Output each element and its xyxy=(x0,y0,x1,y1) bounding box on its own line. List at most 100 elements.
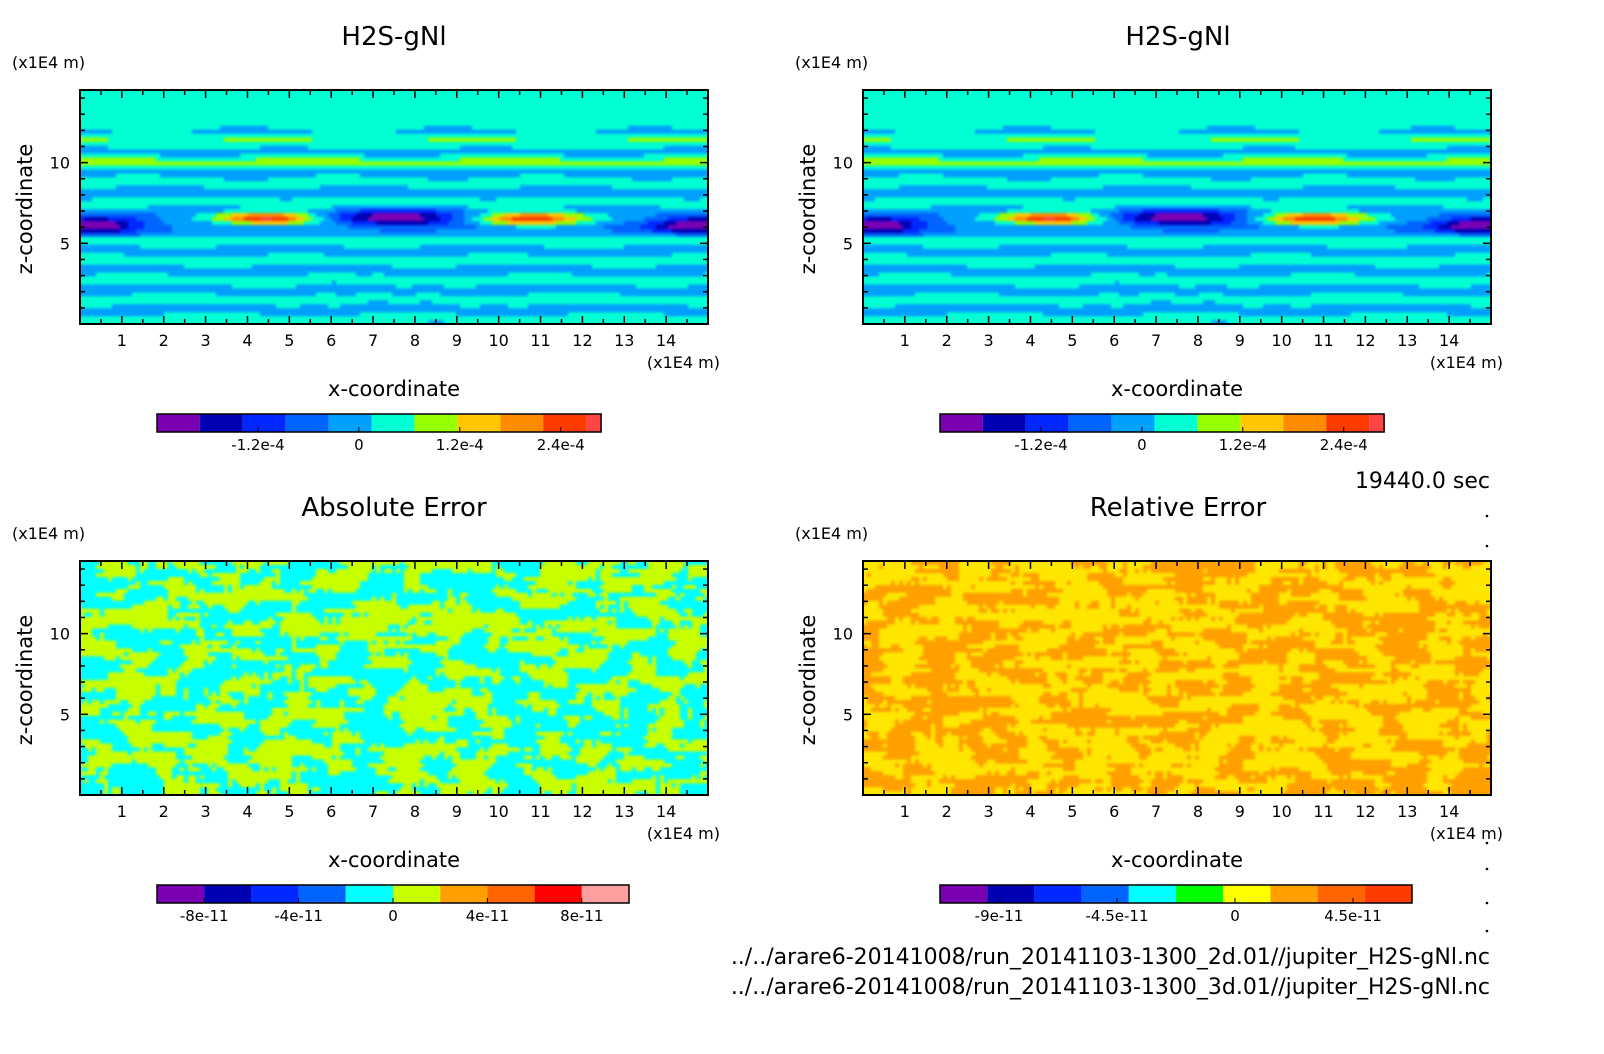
margin-dot xyxy=(1485,514,1489,518)
x-tick-label: 10 xyxy=(1271,331,1291,350)
colorbar-swatch xyxy=(940,885,988,903)
y-unit-label: (x1E4 m) xyxy=(12,524,85,543)
y-tick-label: 10 xyxy=(50,625,70,644)
colorbar-frame xyxy=(939,884,1413,904)
x-unit-label: (x1E4 m) xyxy=(1430,824,1503,843)
heatmap-field xyxy=(863,90,1491,324)
colorbar-tick-label: 2.4e-4 xyxy=(1320,436,1368,454)
x-tick-label: 12 xyxy=(572,802,592,821)
x-tick-label: 8 xyxy=(1193,802,1203,821)
colorbar-swatch xyxy=(940,414,983,432)
x-tick-label: 11 xyxy=(530,802,550,821)
x-tick-label: 12 xyxy=(1355,331,1375,350)
x-tick-label: 11 xyxy=(530,331,550,350)
heatmap-field xyxy=(80,561,708,795)
colorbar-swatch xyxy=(199,414,243,432)
x-tick-label: 4 xyxy=(1025,331,1035,350)
x-tick-label: 9 xyxy=(1235,802,1245,821)
margin-dot xyxy=(1485,901,1489,905)
x-tick-label: 6 xyxy=(1109,802,1119,821)
colorbar-swatch xyxy=(1081,885,1129,903)
x-tick-label: 8 xyxy=(1193,331,1203,350)
colorbar-swatch xyxy=(457,414,501,432)
time-label: 19440.0 sec xyxy=(1355,469,1490,494)
colorbar-swatch xyxy=(987,885,1035,903)
colorbar-swatch xyxy=(581,885,629,903)
colorbar-tick-label: -9e-11 xyxy=(975,907,1024,925)
y-axis-label: z-coordinate xyxy=(796,144,820,275)
y-unit-label: (x1E4 m) xyxy=(795,524,868,543)
y-unit-label: (x1E4 m) xyxy=(795,53,868,72)
x-tick-label: 10 xyxy=(488,802,508,821)
colorbar-tick-label: -4.5e-11 xyxy=(1086,907,1149,925)
x-tick-label: 11 xyxy=(1313,331,1333,350)
colorbar-swatch xyxy=(440,885,488,903)
x-tick-label: 5 xyxy=(1067,331,1077,350)
x-unit-label: (x1E4 m) xyxy=(1430,353,1503,372)
colorbar-swatch xyxy=(586,414,602,432)
colorbar-swatch xyxy=(982,414,1026,432)
colorbar-tick-label: -1.2e-4 xyxy=(1014,436,1067,454)
colorbar-swatch xyxy=(500,414,544,432)
margin-dot xyxy=(1485,544,1489,548)
colorbar-swatch xyxy=(1369,414,1385,432)
colorbar-swatch xyxy=(1317,885,1365,903)
y-tick-label: 5 xyxy=(60,705,70,724)
colorbar-swatch xyxy=(1197,414,1241,432)
x-tick-label: 7 xyxy=(1151,802,1161,821)
colorbar-swatch xyxy=(1025,414,1069,432)
x-tick-label: 1 xyxy=(900,802,910,821)
colorbar-tick-label: -8e-11 xyxy=(180,907,229,925)
x-unit-label: (x1E4 m) xyxy=(647,824,720,843)
x-tick-label: 3 xyxy=(201,802,211,821)
colorbar-swatch xyxy=(1034,885,1082,903)
file-path-2d: ../../arare6-20141008/run_20141103-1300_… xyxy=(731,945,1490,970)
x-tick-label: 14 xyxy=(656,331,676,350)
colorbar-swatch xyxy=(1240,414,1284,432)
colorbar-swatch xyxy=(1283,414,1327,432)
x-tick-label: 9 xyxy=(452,331,462,350)
file-path-3d: ../../arare6-20141008/run_20141103-1300_… xyxy=(731,975,1490,1000)
x-tick-label: 13 xyxy=(1397,331,1417,350)
x-tick-label: 5 xyxy=(1067,802,1077,821)
x-tick-label: 12 xyxy=(572,331,592,350)
colorbar-swatch xyxy=(251,885,299,903)
y-tick-label: 10 xyxy=(833,154,853,173)
colorbar-swatch xyxy=(1364,885,1412,903)
colorbar-swatch xyxy=(487,885,535,903)
colorbar-swatch xyxy=(157,414,200,432)
colorbar-swatch xyxy=(393,885,441,903)
x-tick-label: 14 xyxy=(656,802,676,821)
y-tick-label: 5 xyxy=(843,705,853,724)
x-tick-label: 8 xyxy=(410,331,420,350)
panel-1: H2S-gNl(x1E4 m)1 2 3 4 5 6 7 8 9 10 11 12 13 14510(x1… xyxy=(12,22,720,454)
x-tick-label: 14 xyxy=(1439,802,1459,821)
colorbar-swatch xyxy=(1270,885,1318,903)
colorbar-swatch xyxy=(1223,885,1271,903)
colorbar-swatch xyxy=(328,414,372,432)
x-tick-label: 7 xyxy=(1151,331,1161,350)
colorbar-tick-label: 0 xyxy=(388,907,398,925)
colorbar-tick-label: 0 xyxy=(354,436,364,454)
x-tick-label: 11 xyxy=(1313,802,1333,821)
x-tick-label: 2 xyxy=(159,331,169,350)
x-axis-label: x-coordinate xyxy=(328,848,460,872)
colorbar-swatch xyxy=(1111,414,1155,432)
x-tick-label: 6 xyxy=(1109,331,1119,350)
chart-title: Absolute Error xyxy=(301,493,487,523)
colorbar-tick-label: 1.2e-4 xyxy=(1219,436,1267,454)
colorbar-swatch xyxy=(1176,885,1224,903)
x-tick-label: 2 xyxy=(942,802,952,821)
x-tick-label: 1 xyxy=(117,802,127,821)
colorbar-swatch xyxy=(371,414,415,432)
colorbar-frame xyxy=(156,413,602,433)
x-tick-label: 7 xyxy=(368,331,378,350)
y-axis-label: z-coordinate xyxy=(13,615,37,746)
x-tick-label: 6 xyxy=(326,802,336,821)
x-tick-label: 12 xyxy=(1355,802,1375,821)
colorbar-swatch xyxy=(1326,414,1370,432)
x-tick-label: 1 xyxy=(900,331,910,350)
y-tick-label: 10 xyxy=(50,154,70,173)
x-tick-label: 13 xyxy=(614,331,634,350)
